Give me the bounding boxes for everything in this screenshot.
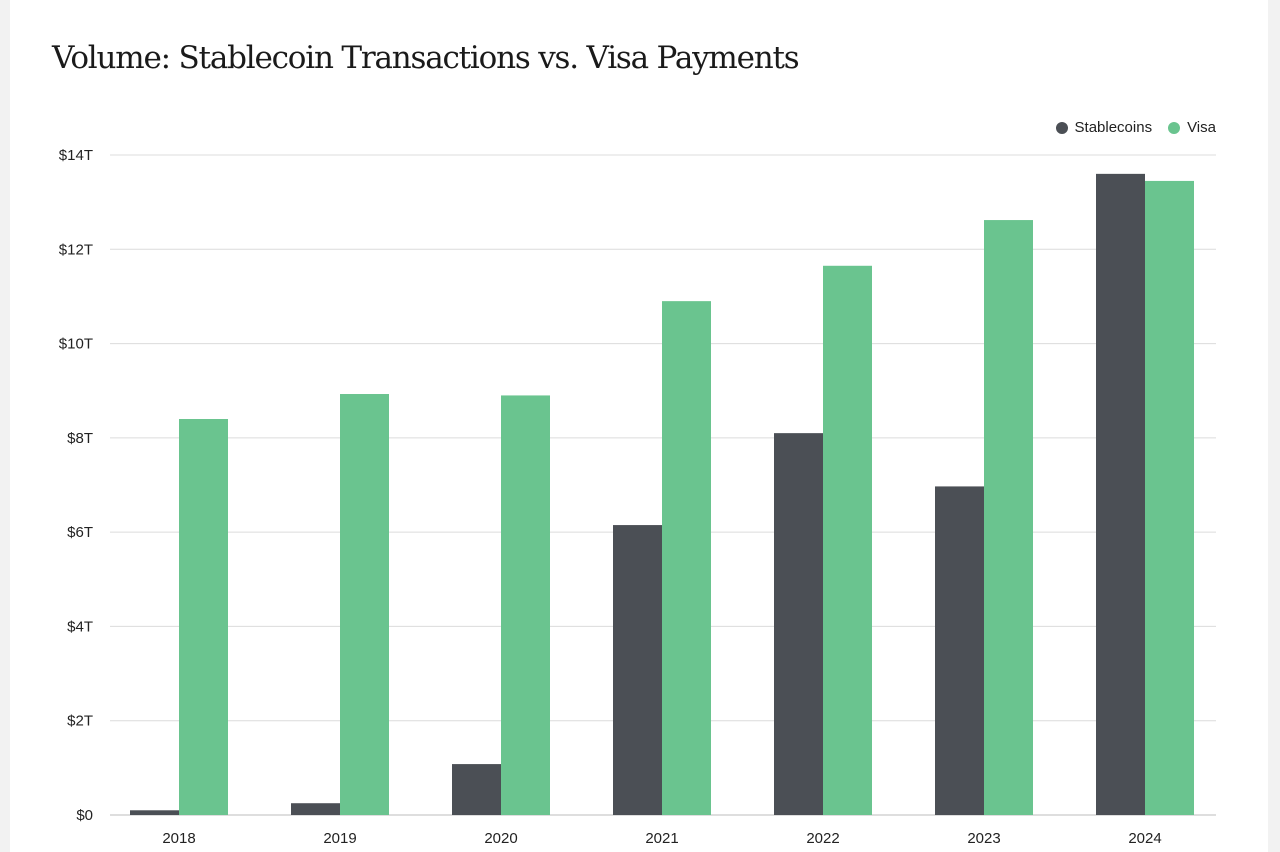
bar-stablecoins-2024 bbox=[1096, 173, 1145, 815]
legend-item-visa: Visa bbox=[1168, 119, 1216, 136]
y-tick-label: $12T bbox=[59, 241, 93, 258]
bar-visa-2020 bbox=[501, 395, 550, 815]
bars bbox=[130, 173, 1194, 816]
bar-stablecoins-2018 bbox=[130, 810, 179, 815]
bar-visa-2022 bbox=[823, 265, 872, 815]
bar-stablecoins-2021 bbox=[613, 525, 662, 815]
y-tick-label: $4T bbox=[67, 618, 93, 635]
chart-title: Volume: Stablecoin Transactions vs. Visa… bbox=[52, 40, 800, 76]
x-tick-label: 2023 bbox=[967, 830, 1000, 847]
x-tick-label: 2018 bbox=[162, 830, 195, 847]
bar-visa-2021 bbox=[662, 301, 711, 816]
y-tick-label: $6T bbox=[67, 524, 93, 541]
y-tick-label: $10T bbox=[59, 336, 93, 353]
x-tick-label: 2021 bbox=[645, 830, 678, 847]
bar-visa-2019 bbox=[340, 394, 389, 815]
bar-stablecoins-2023 bbox=[935, 486, 984, 815]
legend-swatch-visa bbox=[1168, 121, 1181, 134]
legend-label-stablecoins: Stablecoins bbox=[1074, 119, 1153, 136]
bar-stablecoins-2020 bbox=[452, 764, 501, 815]
y-tick-label: $2T bbox=[67, 713, 93, 730]
legend-item-stablecoins: Stablecoins bbox=[1055, 119, 1153, 136]
x-tick-label: 2019 bbox=[323, 830, 356, 847]
x-tick-label: 2024 bbox=[1128, 830, 1161, 847]
x-tick-label: 2022 bbox=[806, 830, 839, 847]
bar-stablecoins-2022 bbox=[774, 433, 823, 815]
bar-visa-2024 bbox=[1145, 180, 1194, 815]
y-tick-label: $8T bbox=[67, 430, 93, 447]
x-tick-label: 2020 bbox=[484, 830, 517, 847]
x-axis-ticks: 2018 2019 2020 2021 2022 2023 2024 bbox=[162, 830, 1161, 847]
legend-label-visa: Visa bbox=[1187, 119, 1216, 136]
legend-swatch-stablecoins bbox=[1055, 121, 1068, 134]
bar-visa-2018 bbox=[179, 419, 228, 815]
y-axis-ticks: $0 $2T $4T $6T $8T $10T $12T $14T bbox=[59, 147, 93, 824]
bar-visa-2023 bbox=[984, 220, 1033, 816]
y-tick-label: $0 bbox=[76, 807, 93, 824]
y-tick-label: $14T bbox=[59, 147, 93, 164]
bar-stablecoins-2019 bbox=[291, 803, 340, 815]
chart-legend: Stablecoins Visa bbox=[1040, 119, 1216, 136]
